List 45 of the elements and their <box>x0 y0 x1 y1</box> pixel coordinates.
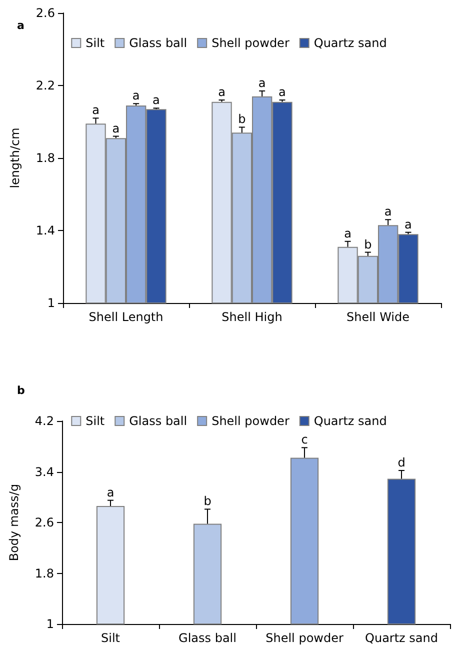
y-axis-title: Body mass/g <box>7 484 21 562</box>
legend-label: Glass ball <box>129 36 188 50</box>
data-label: d <box>398 455 406 470</box>
data-label: a <box>132 88 140 103</box>
data-label: a <box>344 226 352 240</box>
legend-label: Quartz sand <box>314 36 387 50</box>
y-tick-label: 2.6 <box>34 516 54 530</box>
x-tick-label: Shell Length <box>88 310 164 324</box>
x-tick-label: Silt <box>101 631 120 645</box>
legend-label: Quartz sand <box>314 414 387 428</box>
x-tick-label: Glass ball <box>178 631 236 645</box>
legend-label: Silt <box>86 36 105 50</box>
legend-label: Glass ball <box>129 414 188 428</box>
y-tick-label: 1.8 <box>34 566 54 580</box>
data-label: b <box>204 494 212 508</box>
y-tick-label: 2.6 <box>36 6 55 20</box>
legend-label: Shell powder <box>212 414 290 428</box>
y-tick-label: 1 <box>47 296 55 310</box>
y-tick-label: 1.4 <box>36 224 55 238</box>
data-label: a <box>278 85 286 99</box>
data-label: c <box>301 432 308 447</box>
x-tick-label: Shell powder <box>266 631 344 645</box>
y-axis-title: length/cm <box>8 128 22 188</box>
data-label: a <box>92 103 100 118</box>
x-tick-label: Shell High <box>222 310 282 324</box>
y-tick-label: 1.8 <box>36 151 55 165</box>
data-label: a <box>106 485 114 500</box>
data-label: a <box>112 121 120 136</box>
y-tick-label: 1 <box>46 617 54 631</box>
data-label: a <box>258 76 266 90</box>
y-tick-label: 2.2 <box>36 78 55 92</box>
legend-label: Silt <box>86 414 105 428</box>
chart-title: b <box>17 384 25 397</box>
x-tick-label: Shell Wide <box>346 310 410 324</box>
data-label: a <box>218 85 226 99</box>
data-label: a <box>152 93 160 108</box>
text: a <box>17 19 24 32</box>
y-tick-label: 4.2 <box>34 414 54 428</box>
data-label: b <box>364 237 372 252</box>
x-tick-label: Quartz sand <box>365 631 438 645</box>
data-label: a <box>384 204 392 219</box>
data-label: a <box>404 217 412 232</box>
legend-label: Shell powder <box>212 36 290 50</box>
data-label: b <box>238 112 246 126</box>
y-tick-label: 3.4 <box>34 464 54 479</box>
